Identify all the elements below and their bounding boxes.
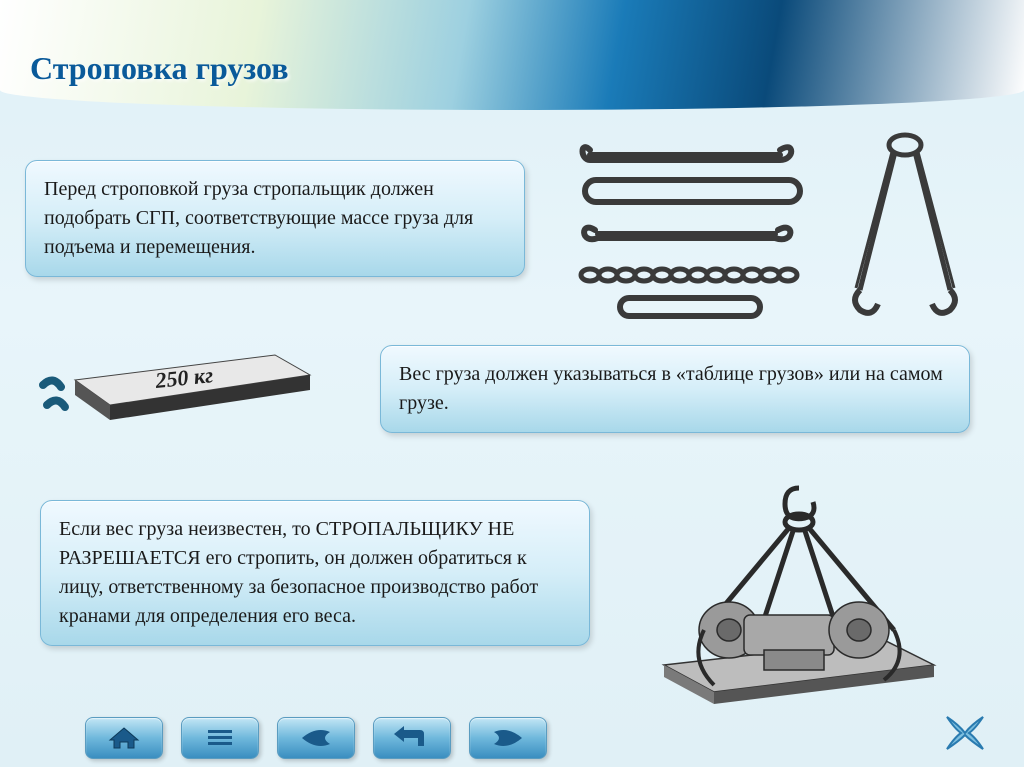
weight-plate-illustration: 250 кг bbox=[35, 330, 335, 440]
card-text: Если вес груза неизвестен, то СТРОПАЛЬЩИ… bbox=[59, 518, 538, 627]
info-card-2: Вес груза должен указываться в «таблице … bbox=[380, 345, 970, 433]
info-card-1: Перед строповкой груза стропальщик долже… bbox=[25, 160, 525, 277]
next-button[interactable] bbox=[469, 717, 547, 759]
page-title: Строповка грузов bbox=[30, 50, 289, 87]
return-button[interactable] bbox=[373, 717, 451, 759]
info-card-3: Если вес груза неизвестен, то СТРОПАЛЬЩИ… bbox=[40, 500, 590, 646]
prev-button[interactable] bbox=[277, 717, 355, 759]
machine-rigging-illustration bbox=[634, 480, 964, 710]
card-text: Перед строповкой груза стропальщик долже… bbox=[44, 178, 473, 258]
slings-illustration bbox=[570, 130, 990, 330]
home-button[interactable] bbox=[85, 717, 163, 759]
card-text: Вес груза должен указываться в «таблице … bbox=[399, 363, 943, 414]
close-button[interactable] bbox=[936, 709, 994, 757]
slide-nav bbox=[85, 717, 547, 759]
menu-button[interactable] bbox=[181, 717, 259, 759]
